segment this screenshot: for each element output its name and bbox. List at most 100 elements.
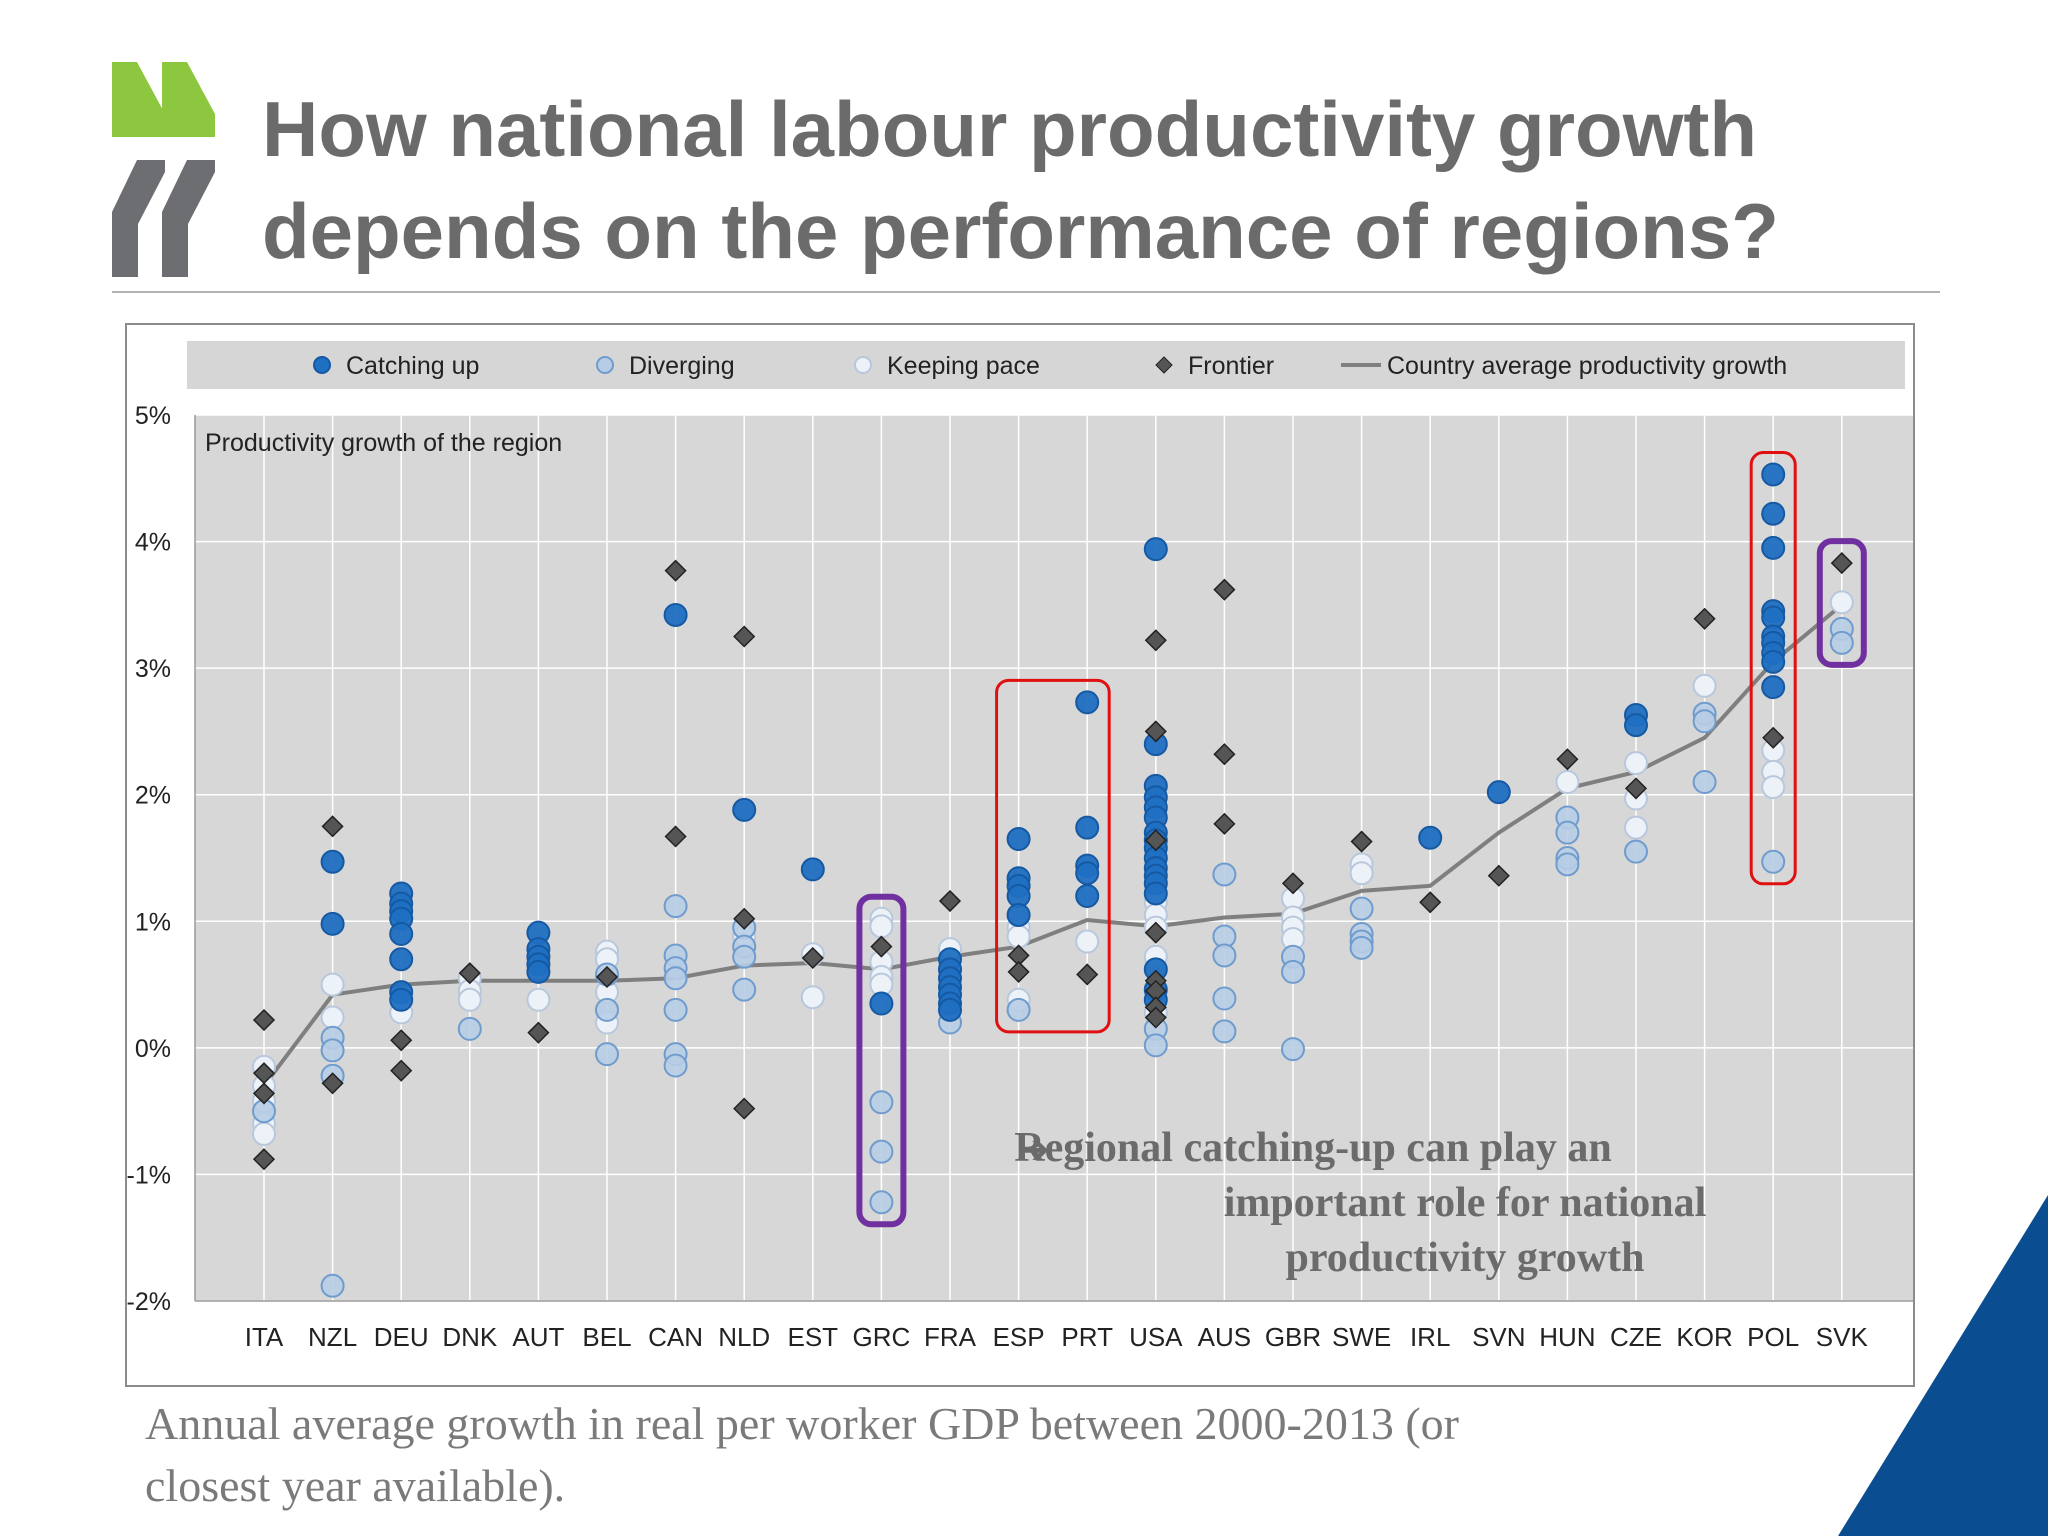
keeping-point [1555,770,1580,795]
diverging-point [869,1090,894,1115]
catching-point [800,857,825,882]
frontier-point [1693,607,1716,630]
y-tick-label: 4% [135,529,171,557]
diverging-point [869,1190,894,1215]
diverging-point [320,1038,345,1063]
catching-point [1761,462,1786,487]
legend-label-average: Country average productivity growth [1387,352,1787,380]
keeping-point [320,972,345,997]
x-tick-label: AUS [1198,1322,1251,1352]
catching-point [1761,675,1786,700]
diverging-point [1692,709,1717,734]
diverging-point [1349,896,1374,921]
catching-point [1075,690,1100,715]
x-tick-label: DEU [374,1322,429,1352]
annotation: ➔Regional catching-up can play an importa… [1014,1125,1706,1281]
frontier-point [1350,830,1373,853]
x-tick-label: GRC [853,1322,911,1352]
legend-marker-keeping [854,356,872,374]
logo-chevron-green-1 [112,62,165,137]
y-tick-label: 1% [135,908,171,936]
frontier-point [252,1148,276,1171]
diverging-point [1829,630,1854,655]
x-tick-label: ESP [993,1322,1045,1352]
logo-chevron-green-2 [162,62,215,137]
catching-point [869,991,894,1016]
frontier-point [1830,552,1853,575]
x-tick-label: KOR [1676,1322,1732,1352]
frontier-point [1144,629,1167,652]
keeping-point [869,914,894,939]
frontier-point [1213,743,1236,766]
chart-caption: Annual average growth in real per worker… [145,1393,1845,1517]
keeping-point [1624,751,1648,776]
highlight-box-pol [1749,450,1797,886]
catching-point [1075,815,1100,840]
catching-point [1761,501,1786,526]
keeping-point [1692,673,1717,698]
keeping-point [800,985,825,1010]
logo-chevron-grey-1 [112,160,165,277]
catching-point [389,921,414,946]
x-tick-label: FRA [924,1322,977,1352]
x-tick-label: HUN [1539,1322,1595,1352]
diverging-point [1692,770,1717,795]
annotation-line-2: important role for national [1224,1180,1707,1226]
frontier-point [1144,921,1167,944]
title-line-2: depends on the performance of regions? [262,187,1779,275]
diverging-point [1143,1033,1168,1058]
legend-label-keeping: Keeping pace [887,352,1040,380]
x-tick-label: CAN [648,1322,703,1352]
slide-title: How national labour productivity growth … [262,78,1962,282]
catching-point [1486,780,1511,805]
catching-point [320,911,345,936]
frontier-point [252,1008,276,1032]
x-tick-label: POL [1747,1322,1799,1352]
legend-marker-diverging [596,356,614,374]
x-tick-label: PRT [1061,1322,1113,1352]
catching-point [938,997,962,1022]
keeping-point [252,1121,276,1146]
frontier-point [733,625,756,648]
catching-point [1624,713,1648,738]
diverging-point [663,966,688,991]
x-tick-label: DNK [442,1322,498,1352]
diverging-point [1212,943,1237,968]
x-tick-label: SVN [1472,1322,1525,1352]
keeping-point [1624,815,1648,840]
catching-point [663,602,688,627]
y-tick-label: -1% [127,1161,171,1189]
catching-point [1006,902,1031,927]
title-line-1: How national labour productivity growth [262,85,1757,173]
keeping-point [1761,775,1786,800]
diverging-point [663,1053,688,1078]
keeping-point [1006,924,1031,949]
catching-point [1075,883,1100,908]
diverging-point [1349,935,1374,960]
diverging-point [320,1273,345,1298]
y-tick-label: 0% [135,1035,171,1063]
frontier-point [1076,963,1099,986]
logo-chevron-grey-2 [162,160,215,277]
productivity-chart: Catching up Diverging Keeping pace Frontier… [125,323,1915,1387]
catching-point [1761,535,1786,560]
keeping-point [1829,590,1854,615]
plot-area: -2% -1% 0% 1% 2% 3% 4% 5% Productivity growth of… [127,402,1913,1352]
diverging-point [1555,852,1580,877]
frontier-point [870,935,893,958]
frontier-point [664,559,687,582]
frontier-point [390,1029,413,1052]
diverging-point [595,1042,619,1067]
x-tick-label: CZE [1610,1322,1662,1352]
diverging-point [663,997,688,1022]
diverging-point [732,944,757,969]
catching-point [389,947,414,972]
keeping-point [320,1005,345,1030]
frontier-point [1213,812,1236,835]
keeping-point [1349,861,1374,886]
x-tick-label: AUT [512,1322,564,1352]
title-divider [112,291,1940,293]
x-tick-label: SWE [1332,1322,1391,1352]
catching-point [526,959,551,984]
diverging-point [732,977,757,1002]
